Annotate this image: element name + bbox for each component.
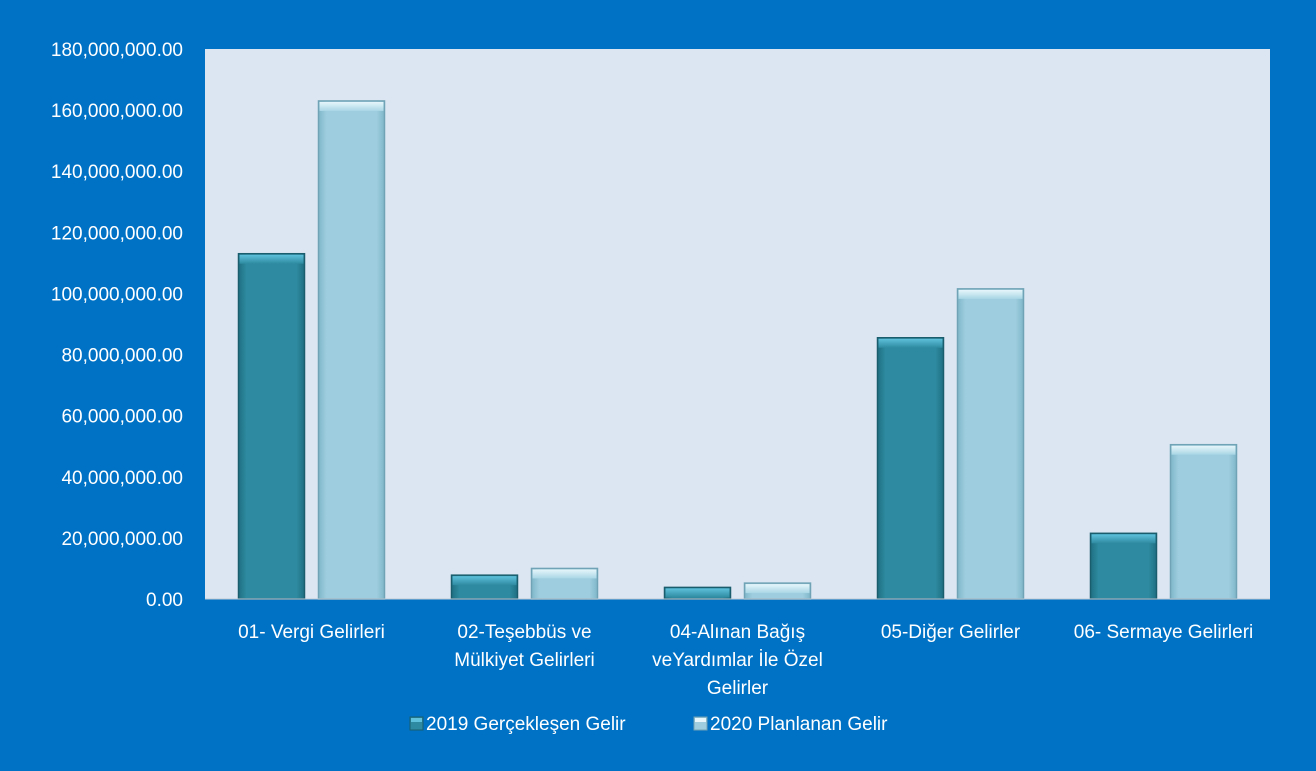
legend-item: 2019 Gerçekleşen Gelir (409, 714, 626, 735)
bar-body (317, 100, 386, 600)
bar (743, 582, 812, 600)
y-tick-label: 180,000,000.00 (51, 40, 183, 61)
bar (530, 567, 599, 600)
bar-cap (239, 254, 304, 264)
x-tick-label: 01- Vergi Gelirleri (238, 622, 385, 643)
bar-body (956, 288, 1025, 600)
bar-cap (1171, 445, 1236, 455)
x-tick-label: 06- Sermaye Gelirleri (1074, 622, 1254, 643)
bar (317, 100, 386, 600)
y-tick-label: 40,000,000.00 (61, 468, 183, 489)
legend-swatch-cap (695, 718, 706, 722)
legend-item: 2020 Planlanan Gelir (693, 714, 888, 735)
legend-swatch-cap (411, 718, 422, 722)
bar-cap (958, 289, 1023, 299)
y-tick-label: 0.00 (146, 590, 183, 611)
legend: 2019 Gerçekleşen Gelir 2020 Planlanan Gel… (409, 714, 888, 735)
y-tick-label: 120,000,000.00 (51, 223, 183, 244)
x-tick-label: 05-Diğer Gelirler (881, 622, 1021, 643)
bar-cap (878, 338, 943, 348)
bar-cap (532, 569, 597, 579)
bar-body (876, 337, 945, 600)
bar-cap (745, 584, 810, 594)
bar-cap (665, 588, 730, 598)
bar-cap (1091, 534, 1156, 544)
bar-body (237, 252, 306, 600)
y-tick-label: 20,000,000.00 (61, 529, 183, 550)
bar-cap (319, 101, 384, 111)
bar (956, 288, 1025, 600)
bar-body (1169, 443, 1238, 600)
y-tick-label: 160,000,000.00 (51, 101, 183, 122)
bar (450, 574, 519, 600)
y-tick-label: 140,000,000.00 (51, 162, 183, 183)
x-axis: 01- Vergi Gelirleri 02-Teşebbüs ve Mülkiye… (238, 622, 1253, 699)
bar (237, 252, 306, 600)
y-tick-label: 100,000,000.00 (51, 284, 183, 305)
x-tick-label: 04-Alınan Bağış veYardımlar İle Özel Gelir… (652, 622, 823, 699)
bar (663, 586, 732, 600)
bars (237, 100, 1238, 600)
bar (876, 337, 945, 600)
bar (1089, 532, 1158, 600)
y-tick-label: 60,000,000.00 (61, 407, 183, 428)
x-tick-label: 02-Teşebbüs ve Mülkiyet Gelirleri (454, 622, 594, 671)
y-axis: 0.00 20,000,000.00 40,000,000.00 60,000,000… (51, 40, 183, 611)
legend-label: 2020 Planlanan Gelir (710, 714, 888, 735)
y-tick-label: 80,000,000.00 (61, 346, 183, 367)
bar-cap (452, 576, 517, 586)
legend-label: 2019 Gerçekleşen Gelir (426, 714, 626, 735)
bar (1169, 443, 1238, 600)
